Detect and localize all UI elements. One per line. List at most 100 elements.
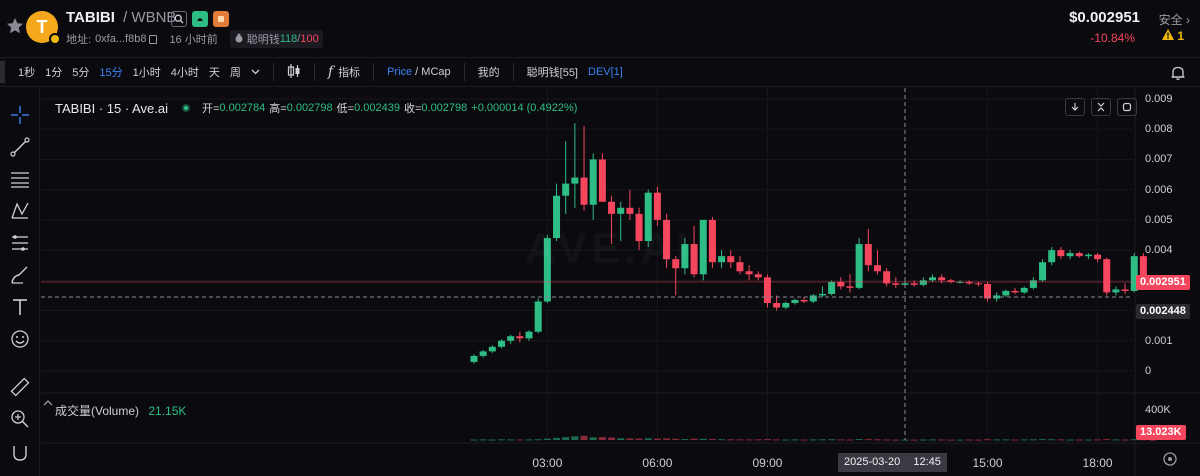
x-axis-label: 15:00	[972, 456, 1003, 470]
interval-5m[interactable]: 5分	[72, 67, 90, 79]
volume-bar	[818, 439, 826, 441]
burn-icon[interactable]	[213, 11, 229, 27]
pair-separator: /	[123, 9, 128, 26]
volume-bar	[736, 439, 744, 441]
emoji-icon[interactable]	[9, 328, 31, 350]
volume-bar	[837, 439, 845, 441]
volume-bar	[883, 439, 891, 441]
candle-body	[883, 271, 891, 284]
candle-body	[1139, 256, 1147, 281]
candle-body	[791, 299, 799, 303]
collapse-volume-icon[interactable]	[43, 398, 57, 412]
smart-money-tab[interactable]: 聪明钱[55]	[526, 67, 578, 79]
interval-1s[interactable]: 1秒	[18, 67, 36, 79]
candle-body	[681, 244, 689, 269]
chart-canvas[interactable]	[41, 88, 1200, 476]
brush-icon[interactable]	[9, 264, 31, 286]
volume-bar	[1048, 439, 1056, 441]
candle-body	[1039, 262, 1047, 281]
candle-body	[470, 355, 478, 362]
horizontal-lines-icon[interactable]	[9, 168, 31, 190]
candle-body	[1057, 250, 1065, 257]
fullscreen-icon[interactable]	[1117, 98, 1137, 116]
download-icon[interactable]	[1065, 98, 1085, 116]
warning-badge[interactable]: 1	[1161, 29, 1184, 43]
pattern-icon[interactable]	[9, 200, 31, 222]
volume-bar	[956, 439, 964, 441]
interval-1w[interactable]: 周	[229, 67, 241, 79]
safety-link[interactable]: 安全 ›	[1159, 11, 1190, 28]
y-axis-label: 0.004	[1145, 244, 1173, 257]
smart-money-badge[interactable]: 聪明钱 118/100	[229, 30, 323, 48]
open-value: 0.002784	[219, 102, 266, 114]
trendline-icon[interactable]	[9, 136, 31, 158]
interval-4h[interactable]: 4小时	[170, 67, 199, 79]
volume-bar	[534, 439, 542, 441]
settings-icon[interactable]	[1161, 450, 1179, 468]
magnet-icon[interactable]	[9, 442, 31, 464]
y-axis-label: 0.007	[1145, 153, 1173, 166]
volume-bar	[727, 439, 735, 441]
zoom-in-icon[interactable]	[9, 408, 31, 430]
crosshair-icon[interactable]	[9, 104, 31, 126]
volume-bar	[754, 439, 762, 441]
collapse-icon[interactable]	[1091, 98, 1111, 116]
bell-icon[interactable]	[1170, 65, 1186, 81]
interval-1m[interactable]: 1分	[45, 67, 63, 79]
volume-bar	[1066, 439, 1074, 441]
fibonacci-icon[interactable]	[9, 232, 31, 254]
x-axis-label: 03:00	[532, 456, 563, 470]
volume-bar	[745, 439, 753, 441]
candle-body	[873, 265, 881, 272]
token-title: TABIBI / WBNB	[66, 9, 176, 26]
candle-body	[754, 274, 762, 278]
volume-bar	[580, 435, 588, 440]
candle-type-icon[interactable]	[282, 63, 306, 82]
candle-body	[690, 244, 698, 275]
candle-body	[1103, 259, 1111, 293]
close-label: 收=	[403, 103, 422, 115]
warning-count: 1	[1177, 29, 1184, 43]
copy-icon[interactable]	[149, 34, 158, 44]
star-icon[interactable]	[5, 16, 25, 36]
interval-1d[interactable]: 天	[208, 67, 220, 79]
search-icon[interactable]	[171, 11, 187, 27]
candle-body	[956, 281, 964, 283]
indicators-button[interactable]: f 指标	[323, 64, 365, 80]
volume-bar	[507, 439, 515, 441]
candle-body	[947, 280, 955, 282]
candle-body	[644, 192, 652, 242]
contract-address[interactable]: 0xfa...f8b8	[95, 33, 147, 45]
interval-1h[interactable]: 1小时	[132, 67, 161, 79]
status-dot-icon	[181, 104, 190, 112]
volume-bar	[543, 438, 551, 440]
candle-body	[919, 280, 927, 285]
price-chart[interactable]: AVE.AI TABIBI · 15 · Ave.ai 开=0.002784 高…	[41, 88, 1200, 476]
candle-body	[727, 256, 735, 263]
toolbar-handle[interactable]	[0, 61, 5, 83]
volume-bar	[773, 439, 781, 441]
candle-body	[598, 159, 606, 202]
interval-15m[interactable]: 15分	[99, 67, 123, 79]
price-mcap-toggle[interactable]: Price / MCap	[387, 66, 451, 78]
candle-body	[525, 331, 533, 339]
crosshair-time-tag: 2025-03-20 12:45	[838, 453, 947, 472]
candle-body	[974, 283, 982, 285]
dev-tab[interactable]: DEV[1]	[588, 66, 623, 78]
token-logo: T	[26, 11, 58, 43]
community-icon[interactable]	[192, 11, 208, 27]
smart-money-good: 118	[279, 33, 298, 45]
ruler-icon[interactable]	[9, 376, 31, 398]
volume-bar	[617, 438, 625, 440]
x-axis-label: 06:00	[642, 456, 673, 470]
interval-dropdown-icon[interactable]	[246, 66, 265, 78]
volume-bar	[763, 439, 771, 441]
candle-body	[1048, 250, 1056, 263]
volume-bar	[809, 439, 817, 441]
volume-bar	[864, 439, 872, 441]
candle-body	[846, 286, 854, 288]
volume-bar	[938, 439, 946, 441]
mine-tab[interactable]: 我的	[477, 67, 500, 79]
text-tool-icon[interactable]	[9, 296, 31, 318]
money-bag-icon	[234, 33, 244, 46]
